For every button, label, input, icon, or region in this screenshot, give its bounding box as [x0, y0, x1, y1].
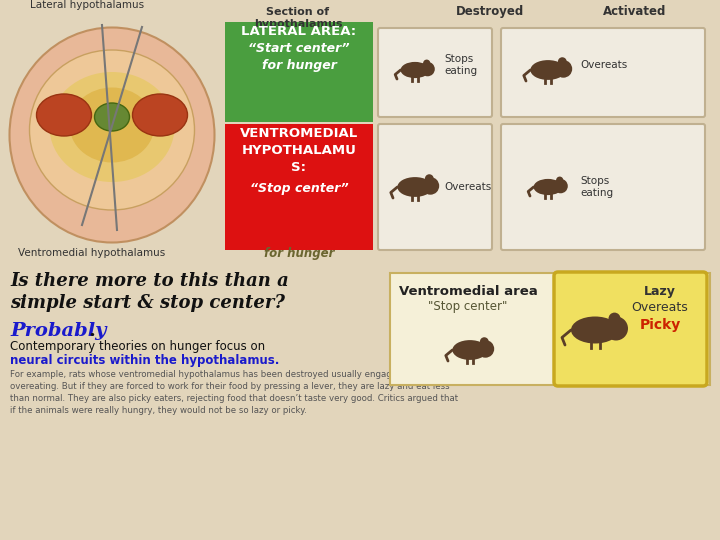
Text: Overeats: Overeats	[631, 301, 688, 314]
FancyBboxPatch shape	[225, 124, 373, 250]
Text: Probably: Probably	[10, 322, 107, 340]
Ellipse shape	[50, 72, 174, 182]
Text: Destroyed: Destroyed	[456, 5, 524, 18]
FancyBboxPatch shape	[225, 22, 373, 122]
Text: Ventromedial hypothalamus: Ventromedial hypothalamus	[18, 248, 166, 258]
FancyBboxPatch shape	[378, 124, 492, 250]
FancyBboxPatch shape	[378, 28, 492, 117]
Text: HYPOTHALAMU: HYPOTHALAMU	[242, 144, 356, 157]
Circle shape	[554, 60, 572, 78]
FancyBboxPatch shape	[554, 272, 707, 386]
Circle shape	[558, 57, 567, 66]
Text: “Start center”: “Start center”	[248, 42, 350, 55]
Text: neural circuits within the hypothalamus.: neural circuits within the hypothalamus.	[10, 354, 279, 367]
Circle shape	[604, 316, 628, 341]
Text: Stops
eating: Stops eating	[580, 176, 613, 198]
Ellipse shape	[9, 28, 215, 242]
Circle shape	[423, 59, 431, 67]
Circle shape	[556, 177, 563, 184]
Text: Lateral hypothalamus: Lateral hypothalamus	[30, 0, 144, 10]
Ellipse shape	[37, 94, 91, 136]
FancyBboxPatch shape	[501, 28, 705, 117]
Ellipse shape	[30, 50, 194, 210]
Circle shape	[425, 174, 433, 183]
Circle shape	[420, 62, 435, 76]
Circle shape	[477, 340, 494, 357]
Ellipse shape	[400, 62, 429, 78]
Circle shape	[554, 179, 568, 193]
Circle shape	[480, 338, 489, 346]
Text: Contemporary theories on hunger focus on: Contemporary theories on hunger focus on	[10, 340, 265, 353]
FancyBboxPatch shape	[501, 124, 705, 250]
Text: “Stop center”: “Stop center”	[250, 182, 348, 195]
Text: Lazy: Lazy	[644, 285, 676, 298]
Text: Is there more to this than a
simple start & stop center?: Is there more to this than a simple star…	[10, 272, 289, 312]
Text: "Stop center": "Stop center"	[428, 300, 508, 313]
Text: Stops
eating: Stops eating	[444, 54, 477, 76]
Text: Activated: Activated	[603, 5, 667, 18]
Ellipse shape	[397, 177, 433, 197]
Ellipse shape	[534, 179, 562, 195]
Text: Overeats: Overeats	[444, 182, 491, 192]
Text: Ventromedial area: Ventromedial area	[399, 285, 537, 298]
Circle shape	[422, 177, 439, 195]
Text: .: .	[88, 322, 95, 340]
Ellipse shape	[70, 87, 155, 163]
FancyBboxPatch shape	[390, 273, 710, 385]
Ellipse shape	[452, 340, 487, 360]
Text: Overeats: Overeats	[580, 60, 627, 70]
Circle shape	[608, 313, 621, 325]
Ellipse shape	[132, 94, 187, 136]
Ellipse shape	[571, 316, 619, 343]
Text: S:: S:	[292, 161, 307, 174]
Ellipse shape	[94, 103, 130, 131]
Text: For example, rats whose ventromedial hypothalamus has been destroyed usually eng: For example, rats whose ventromedial hyp…	[10, 370, 458, 415]
Text: LATERAL AREA:: LATERAL AREA:	[241, 25, 356, 38]
Text: Section of
hypothalamus: Section of hypothalamus	[253, 7, 342, 29]
Text: for hunger: for hunger	[264, 247, 334, 260]
Text: for hunger: for hunger	[261, 59, 336, 72]
Ellipse shape	[531, 60, 566, 80]
Text: Picky: Picky	[639, 318, 680, 332]
Text: VENTROMEDIAL: VENTROMEDIAL	[240, 127, 358, 140]
